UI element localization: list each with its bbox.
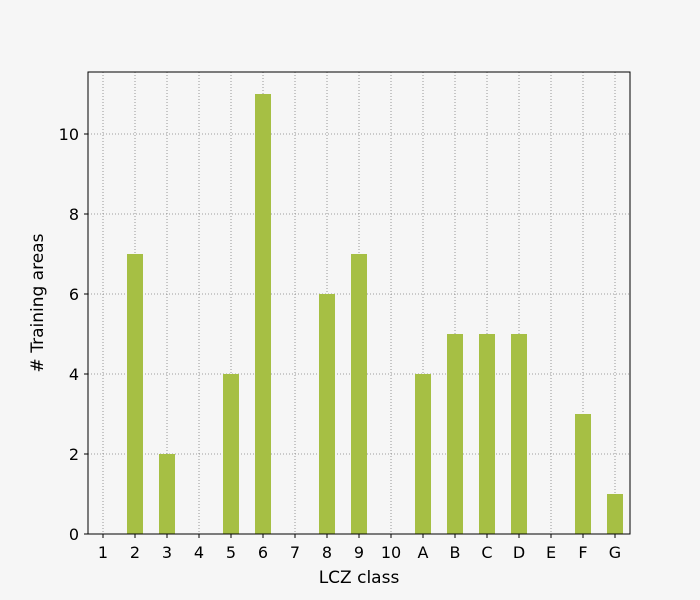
x-tick-label-G: G (609, 543, 621, 562)
bar-G (607, 494, 623, 534)
x-axis-ticks: 1 2 3 4 5 6 7 8 9 10 A B C D E F G (98, 534, 621, 562)
bar-8 (319, 294, 335, 534)
bar-C (479, 334, 495, 534)
x-tick-label-A: A (418, 543, 429, 562)
y-tick-label-6: 6 (69, 285, 79, 304)
x-tick-label-10: 10 (381, 543, 401, 562)
bar-F (575, 414, 591, 534)
x-tick-label-6: 6 (258, 543, 268, 562)
y-tick-label-0: 0 (69, 525, 79, 544)
x-tick-label-D: D (513, 543, 525, 562)
x-tick-label-3: 3 (162, 543, 172, 562)
bar-A (415, 374, 431, 534)
y-tick-label-10: 10 (59, 125, 79, 144)
x-tick-label-F: F (578, 543, 587, 562)
bar-9 (351, 254, 367, 534)
y-axis-label: # Training areas (28, 233, 48, 372)
x-tick-label-E: E (546, 543, 556, 562)
x-tick-label-C: C (481, 543, 492, 562)
x-tick-label-B: B (450, 543, 461, 562)
bar-B (447, 334, 463, 534)
x-tick-label-4: 4 (194, 543, 204, 562)
x-tick-label-7: 7 (290, 543, 300, 562)
bar-2 (127, 254, 143, 534)
y-tick-label-4: 4 (69, 365, 79, 384)
bar-3 (159, 454, 175, 534)
y-axis-ticks: 0 2 4 6 8 10 (59, 125, 88, 544)
bar-6 (255, 94, 271, 534)
x-axis-label: LCZ class (319, 568, 400, 588)
x-tick-label-9: 9 (354, 543, 364, 562)
x-tick-label-2: 2 (130, 543, 140, 562)
bar-D (511, 334, 527, 534)
y-tick-label-2: 2 (69, 445, 79, 464)
x-tick-label-1: 1 (98, 543, 108, 562)
y-tick-label-8: 8 (69, 205, 79, 224)
bars (127, 94, 623, 534)
x-tick-label-8: 8 (322, 543, 332, 562)
bar-5 (223, 374, 239, 534)
x-tick-label-5: 5 (226, 543, 236, 562)
